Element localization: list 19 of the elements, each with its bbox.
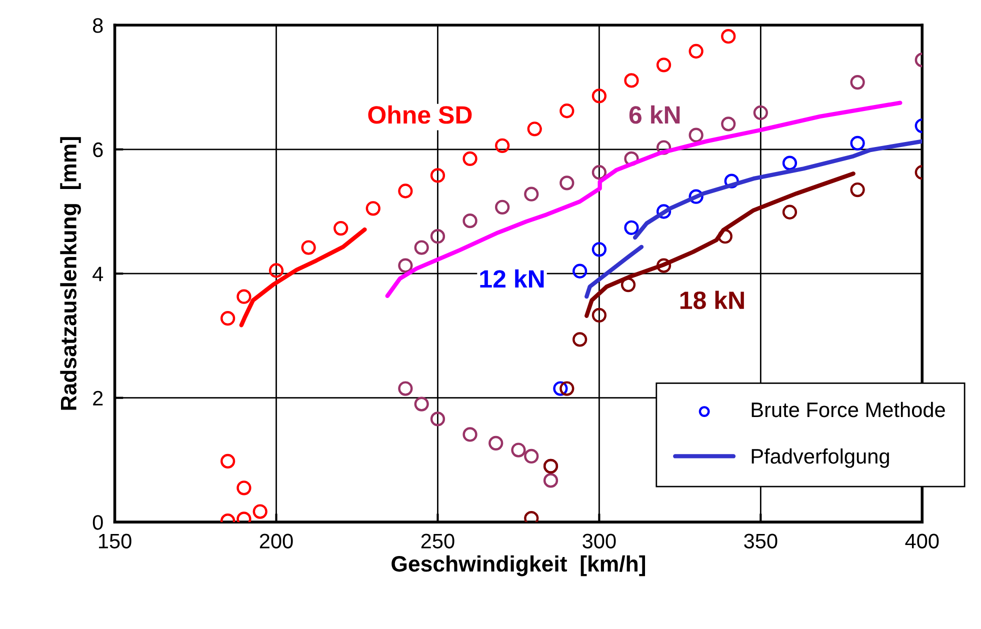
annotation: Ohne SD (368, 105, 472, 124)
x-tick-label: 400 (905, 534, 939, 548)
annotation: 18 kN (680, 290, 744, 310)
y-axis-title: Radsatzauslenkung [mm] (60, 137, 81, 410)
x-tick-label: 350 (744, 534, 778, 548)
x-tick-label: 200 (260, 534, 293, 548)
x-tick-label: 300 (582, 534, 616, 548)
y-tick-label: 2 (93, 390, 103, 406)
x-tick-label: 250 (421, 534, 454, 548)
legend-label: Pfadverfolgung (752, 448, 889, 468)
legend-label: Brute Force Methode (752, 402, 945, 418)
y-tick-label: 0 (92, 515, 103, 530)
annotation: 6 kN (629, 105, 680, 124)
x-axis-title: Geschwindigkeit [km/h] (392, 555, 646, 576)
annotation: 12 kN (480, 269, 544, 288)
y-tick-label: 8 (92, 18, 103, 33)
y-tick-label: 4 (92, 266, 104, 282)
x-tick-label: 150 (98, 534, 132, 548)
y-tick-label: 6 (93, 142, 103, 158)
